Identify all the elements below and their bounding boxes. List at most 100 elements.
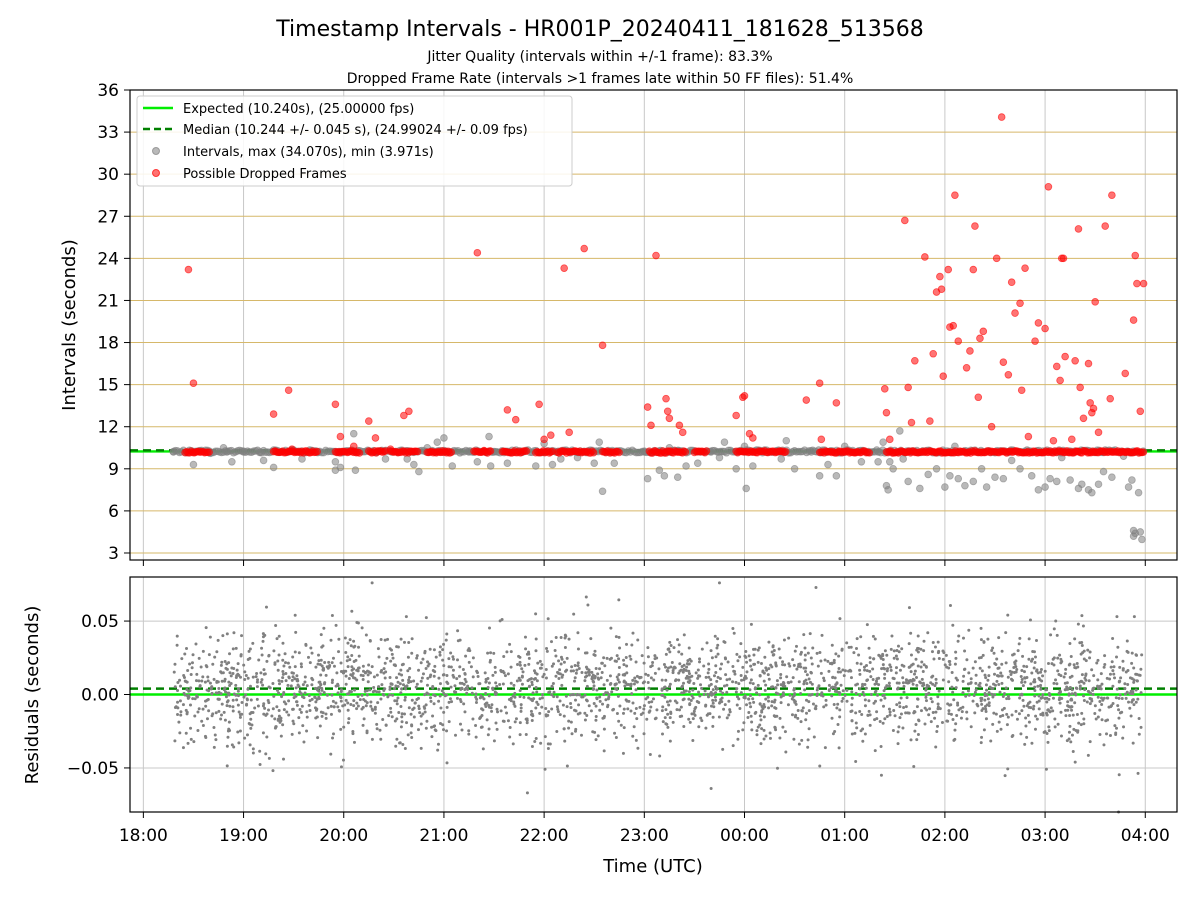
residual-point: [764, 683, 768, 687]
residual-point: [914, 657, 918, 661]
residual-point: [646, 655, 650, 659]
residual-point: [1045, 731, 1049, 735]
residual-point: [850, 719, 854, 723]
dropped-frame-point: [1007, 278, 1016, 287]
residual-point: [1001, 694, 1005, 698]
residual-point: [245, 698, 249, 702]
residual-point: [289, 684, 293, 688]
residual-point: [830, 716, 834, 720]
residual-point: [265, 735, 269, 739]
residual-point: [634, 707, 638, 711]
residual-point: [694, 671, 698, 675]
residual-point: [748, 681, 752, 685]
residual-point: [838, 692, 842, 696]
residual-point: [782, 638, 786, 642]
residual-point: [781, 660, 785, 664]
dropped-frame-point: [749, 434, 757, 442]
residual-point: [215, 679, 219, 683]
residual-point: [598, 695, 602, 699]
residual-point: [442, 664, 446, 668]
residual-point: [1100, 702, 1104, 706]
interval-point: [1108, 473, 1116, 482]
residual-point: [383, 687, 387, 691]
residual-point: [1115, 726, 1119, 730]
residual-point: [749, 705, 753, 709]
residual-point: [203, 680, 207, 684]
dropped-frame-point: [962, 363, 971, 372]
residual-point: [840, 699, 844, 703]
residual-point: [208, 635, 212, 639]
residual-point: [503, 674, 507, 678]
residual-point: [176, 680, 180, 684]
residual-point: [883, 686, 887, 690]
residual-point: [432, 648, 436, 652]
time-x-axis: 18:00 19:00 20:00 21:00 22:00 23:00 00:00 01:00…: [119, 812, 1170, 846]
residual-point: [662, 662, 666, 666]
residual-point: [660, 709, 664, 713]
residual-point: [1131, 698, 1135, 702]
residual-point: [803, 669, 807, 673]
residual-point: [615, 711, 619, 715]
residual-point: [793, 700, 797, 704]
residual-point: [1036, 684, 1040, 688]
residual-point: [225, 744, 229, 748]
residual-point: [689, 659, 693, 663]
residual-point: [756, 648, 760, 652]
residual-point: [1112, 665, 1116, 669]
residual-point: [276, 659, 280, 663]
residual-point: [509, 650, 513, 654]
residual-point: [559, 655, 563, 659]
residual-point: [711, 698, 715, 702]
residual-point: [902, 690, 906, 694]
residual-point: [716, 643, 720, 647]
residual-point: [587, 673, 591, 677]
residual-point: [1087, 679, 1091, 683]
residual-point: [293, 650, 297, 654]
residual-point: [1082, 649, 1086, 653]
residual-point: [963, 649, 967, 653]
dropped-frame-point: [1049, 436, 1058, 445]
residual-point: [534, 637, 538, 641]
residual-point: [301, 724, 305, 728]
residual-point: [219, 663, 223, 667]
residual-point: [215, 691, 219, 695]
residual-point: [546, 617, 550, 621]
chart-title: Timestamp Intervals - HR001P_20240411_18…: [275, 17, 923, 42]
residual-point: [973, 660, 977, 664]
interval-point: [932, 465, 941, 473]
residual-point: [223, 686, 227, 690]
residual-point: [176, 700, 180, 704]
residual-point: [608, 682, 612, 686]
residual-point: [914, 676, 918, 680]
residual-point: [791, 658, 795, 662]
residual-point: [522, 695, 526, 699]
residual-point: [261, 731, 265, 735]
dropped-frame-point: [678, 428, 687, 437]
residual-point: [778, 736, 782, 740]
residual-point: [556, 710, 560, 714]
residual-point: [796, 716, 800, 720]
residual-point: [494, 721, 498, 725]
residual-point: [573, 676, 577, 680]
time-x-label: Time (UTC): [602, 856, 703, 877]
y-tick-label: 33: [97, 123, 119, 143]
residual-point: [979, 626, 983, 630]
residual-point: [191, 653, 195, 657]
residual-point: [850, 732, 854, 736]
residual-point: [350, 609, 354, 613]
residual-point: [983, 704, 987, 708]
residual-point: [1011, 733, 1015, 737]
residual-point: [225, 764, 229, 768]
residual-point: [261, 683, 265, 687]
residual-point: [546, 742, 550, 746]
residual-point: [854, 760, 858, 764]
residual-point: [1003, 774, 1007, 778]
residual-point: [629, 657, 633, 661]
residual-point: [407, 640, 411, 644]
residual-point: [256, 678, 260, 682]
residual-point: [565, 656, 569, 660]
residual-point: [563, 636, 567, 640]
residual-point: [924, 695, 928, 699]
residual-point: [941, 678, 945, 682]
residual-point: [1051, 657, 1055, 661]
